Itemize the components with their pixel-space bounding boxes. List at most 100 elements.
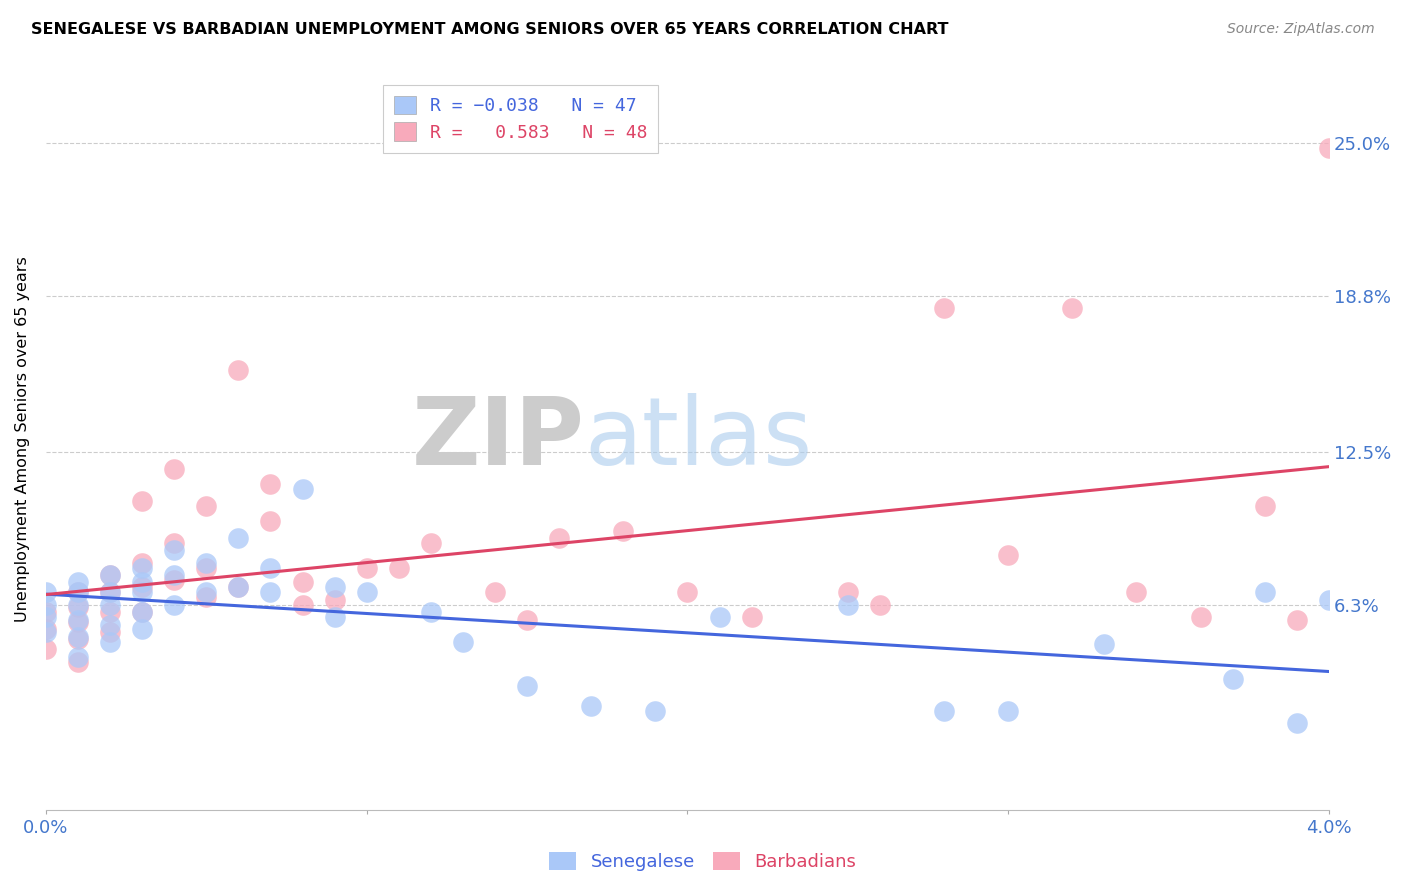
Text: SENEGALESE VS BARBADIAN UNEMPLOYMENT AMONG SENIORS OVER 65 YEARS CORRELATION CHA: SENEGALESE VS BARBADIAN UNEMPLOYMENT AMO… bbox=[31, 22, 949, 37]
Point bbox=[195, 560, 218, 574]
Point bbox=[484, 585, 506, 599]
Point bbox=[644, 704, 666, 718]
Point bbox=[98, 635, 121, 649]
Point bbox=[612, 524, 634, 538]
Point bbox=[98, 568, 121, 582]
Point bbox=[163, 573, 186, 587]
Point bbox=[67, 585, 90, 599]
Point bbox=[98, 598, 121, 612]
Point bbox=[98, 617, 121, 632]
Text: atlas: atlas bbox=[585, 393, 813, 485]
Point bbox=[98, 585, 121, 599]
Point bbox=[676, 585, 699, 599]
Point bbox=[98, 568, 121, 582]
Point bbox=[323, 610, 346, 624]
Point bbox=[131, 494, 153, 508]
Point bbox=[1254, 499, 1277, 513]
Point bbox=[131, 585, 153, 599]
Point bbox=[35, 598, 58, 612]
Point bbox=[1285, 613, 1308, 627]
Point bbox=[195, 499, 218, 513]
Point bbox=[131, 605, 153, 619]
Point bbox=[1317, 592, 1340, 607]
Point bbox=[131, 581, 153, 595]
Point bbox=[579, 699, 602, 714]
Point bbox=[291, 598, 314, 612]
Point bbox=[228, 581, 250, 595]
Point bbox=[388, 560, 411, 574]
Legend: Senegalese, Barbadians: Senegalese, Barbadians bbox=[543, 845, 863, 879]
Point bbox=[35, 585, 58, 599]
Point bbox=[323, 592, 346, 607]
Point bbox=[98, 585, 121, 599]
Point bbox=[997, 549, 1019, 563]
Legend: R = −0.038   N = 47, R =   0.583   N = 48: R = −0.038 N = 47, R = 0.583 N = 48 bbox=[382, 85, 658, 153]
Point bbox=[516, 679, 538, 693]
Point bbox=[67, 600, 90, 615]
Point bbox=[1254, 585, 1277, 599]
Y-axis label: Unemployment Among Seniors over 65 years: Unemployment Among Seniors over 65 years bbox=[15, 256, 30, 622]
Point bbox=[419, 605, 441, 619]
Point bbox=[356, 560, 378, 574]
Point bbox=[163, 543, 186, 558]
Point bbox=[1092, 637, 1115, 651]
Point bbox=[98, 624, 121, 639]
Point bbox=[932, 301, 955, 316]
Point bbox=[516, 613, 538, 627]
Point bbox=[709, 610, 731, 624]
Point bbox=[259, 514, 281, 528]
Point bbox=[837, 585, 859, 599]
Point bbox=[228, 531, 250, 545]
Point bbox=[997, 704, 1019, 718]
Point bbox=[67, 649, 90, 664]
Point bbox=[131, 560, 153, 574]
Point bbox=[291, 575, 314, 590]
Point bbox=[548, 531, 571, 545]
Point bbox=[1222, 672, 1244, 686]
Point bbox=[131, 575, 153, 590]
Point bbox=[67, 575, 90, 590]
Point bbox=[228, 581, 250, 595]
Point bbox=[259, 560, 281, 574]
Point bbox=[67, 598, 90, 612]
Point bbox=[131, 556, 153, 570]
Point bbox=[741, 610, 763, 624]
Point bbox=[35, 624, 58, 639]
Point bbox=[163, 568, 186, 582]
Point bbox=[228, 363, 250, 377]
Point bbox=[67, 655, 90, 669]
Point bbox=[1062, 301, 1084, 316]
Point bbox=[323, 581, 346, 595]
Point bbox=[1285, 716, 1308, 731]
Point bbox=[837, 598, 859, 612]
Text: Source: ZipAtlas.com: Source: ZipAtlas.com bbox=[1227, 22, 1375, 37]
Point bbox=[163, 598, 186, 612]
Point bbox=[35, 623, 58, 637]
Point bbox=[35, 605, 58, 619]
Point bbox=[195, 556, 218, 570]
Point bbox=[131, 623, 153, 637]
Point bbox=[35, 610, 58, 624]
Point bbox=[356, 585, 378, 599]
Point bbox=[195, 591, 218, 605]
Point bbox=[163, 462, 186, 476]
Point bbox=[451, 635, 474, 649]
Point bbox=[291, 482, 314, 496]
Point bbox=[163, 536, 186, 550]
Point bbox=[259, 476, 281, 491]
Point bbox=[67, 585, 90, 599]
Point bbox=[67, 613, 90, 627]
Point bbox=[1317, 140, 1340, 154]
Point bbox=[195, 585, 218, 599]
Point bbox=[67, 615, 90, 629]
Point bbox=[419, 536, 441, 550]
Point bbox=[1189, 610, 1212, 624]
Point bbox=[98, 605, 121, 619]
Point bbox=[67, 630, 90, 644]
Point bbox=[35, 642, 58, 657]
Point bbox=[259, 585, 281, 599]
Text: ZIP: ZIP bbox=[412, 393, 585, 485]
Point bbox=[869, 598, 891, 612]
Point bbox=[67, 632, 90, 647]
Point bbox=[932, 704, 955, 718]
